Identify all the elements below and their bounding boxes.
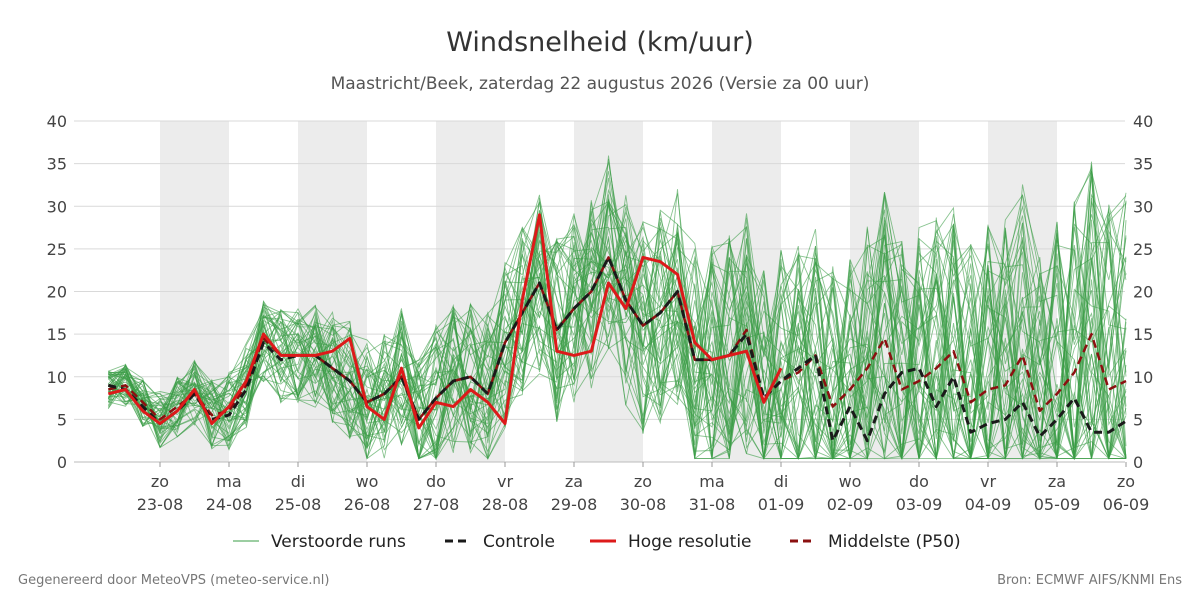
x-tick-day-3: wo (356, 472, 379, 491)
y-tick-left-25: 25 (47, 240, 67, 259)
x-tick-day-8: ma (699, 472, 724, 491)
x-tick-date-4: 27-08 (413, 495, 460, 514)
x-tick-day-0: zo (151, 472, 169, 491)
ensemble-run-34 (107, 198, 1127, 460)
y-tick-left-10: 10 (47, 368, 67, 387)
y-tick-right-35: 35 (1133, 155, 1153, 174)
ensemble-run-43 (107, 162, 1127, 459)
y-tick-left-0: 0 (57, 453, 67, 472)
ensemble-run-42 (108, 202, 1127, 460)
x-tick-day-12: vr (980, 472, 996, 491)
ensemble-run-19 (108, 161, 1127, 460)
y-tick-right-25: 25 (1133, 240, 1153, 259)
ensemble-run-7 (108, 213, 1127, 461)
ensemble-run-16 (107, 203, 1126, 461)
footer-source: Bron: ECMWF AIFS/KNMI Ens (997, 573, 1182, 588)
x-tick-date-0: 23-08 (137, 495, 184, 514)
x-tick-date-9: 01-09 (758, 495, 805, 514)
ensemble-run-44 (107, 220, 1127, 461)
main-series (107, 213, 1127, 443)
x-tick-date-5: 28-08 (482, 495, 529, 514)
legend-label-2: Hoge resolutie (628, 532, 752, 552)
x-tick-day-14: zo (1117, 472, 1135, 491)
y-tick-left-20: 20 (47, 283, 67, 302)
footer-generated-by: Gegenereerd door MeteoVPS (meteo-service… (18, 573, 330, 588)
legend-label-3: Middelste (P50) (828, 532, 961, 552)
x-tick-day-2: di (291, 472, 306, 491)
axes: 0 0 5 5 10 10 15 15 20 20 25 25 30 30 35 35 40 40 zo 23-08 m… (47, 112, 1154, 514)
y-tick-right-30: 30 (1133, 197, 1153, 216)
ensemble-run-31 (107, 184, 1127, 461)
x-tick-day-10: wo (839, 472, 862, 491)
x-tick-day-1: ma (216, 472, 241, 491)
series-line-1 (107, 255, 1127, 443)
y-tick-left-15: 15 (47, 325, 67, 344)
y-tick-right-40: 40 (1133, 112, 1153, 131)
x-tick-date-1: 24-08 (206, 495, 253, 514)
y-tick-left-35: 35 (47, 155, 67, 174)
ensemble-run-45 (108, 164, 1127, 460)
x-tick-day-11: do (909, 472, 929, 491)
legend: Verstoorde runs Controle Hoge resolutie Mid… (233, 532, 961, 552)
legend-label-1: Controle (483, 532, 555, 552)
chart-title: Windsnelheid (km/uur) (446, 27, 754, 58)
ensemble-run-47 (108, 200, 1127, 460)
y-tick-right-5: 5 (1133, 410, 1143, 429)
legend-label-0: Verstoorde runs (271, 532, 406, 552)
x-tick-date-13: 05-09 (1034, 495, 1081, 514)
ensemble-run-48 (108, 155, 1127, 460)
y-tick-right-0: 0 (1133, 453, 1143, 472)
y-tick-left-40: 40 (47, 112, 67, 131)
chart-subtitle: Maastricht/Beek, zaterdag 22 augustus 20… (331, 74, 870, 94)
x-tick-date-6: 29-08 (551, 495, 598, 514)
y-tick-right-10: 10 (1133, 368, 1153, 387)
x-tick-date-14: 06-09 (1103, 495, 1150, 514)
x-tick-date-8: 31-08 (689, 495, 736, 514)
x-tick-day-7: zo (634, 472, 652, 491)
ensemble-run-35 (107, 158, 1127, 460)
y-tick-left-5: 5 (57, 410, 67, 429)
x-tick-date-12: 04-09 (965, 495, 1012, 514)
ensemble-run-49 (107, 201, 1126, 461)
x-tick-date-7: 30-08 (620, 495, 667, 514)
x-tick-day-9: di (774, 472, 789, 491)
x-tick-date-10: 02-09 (827, 495, 874, 514)
x-tick-day-6: za (565, 472, 583, 491)
y-tick-right-20: 20 (1133, 283, 1153, 302)
y-tick-left-30: 30 (47, 197, 67, 216)
x-tick-day-13: za (1048, 472, 1066, 491)
x-tick-date-11: 03-09 (896, 495, 943, 514)
y-tick-right-15: 15 (1133, 325, 1153, 344)
series-line-2 (107, 213, 783, 430)
x-tick-date-3: 26-08 (344, 495, 391, 514)
x-tick-day-4: do (426, 472, 446, 491)
x-tick-day-5: vr (497, 472, 513, 491)
x-tick-date-2: 25-08 (275, 495, 322, 514)
ensemble-run-28 (107, 189, 1127, 460)
